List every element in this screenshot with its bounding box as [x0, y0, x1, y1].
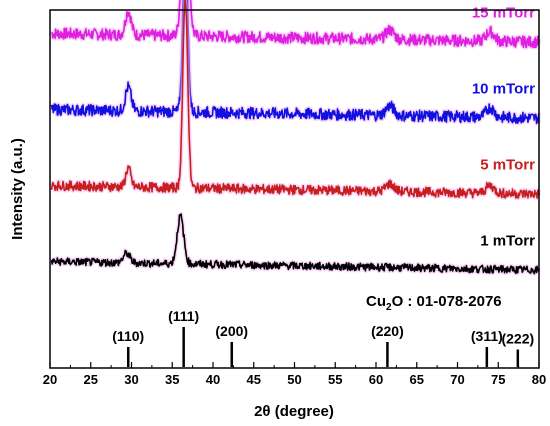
trace-line [50, 0, 540, 49]
hkl-label: (311) [471, 328, 503, 344]
x-tick-label: 65 [410, 372, 424, 387]
x-axis-ticks: 20 25 30 35 40 45 50 55 60 65 70 75 80 [43, 362, 546, 387]
reference-pattern: (110) (111) (200) (220) (311)(222) [112, 308, 534, 367]
y-axis-label: Intensity (a.u.) [9, 138, 26, 240]
hkl-label: (220) [371, 323, 404, 339]
series-label: 15 mTorr [472, 5, 535, 22]
hkl-label: (200) [215, 323, 248, 339]
x-tick-label: 50 [287, 372, 301, 387]
trace-line [50, 213, 540, 275]
xrd-traces: 15 mTorr 10 mTorr 5 mTorr 1 mTorr [49, 0, 542, 276]
series-label: 5 mTorr [480, 157, 535, 174]
x-tick-label: 35 [165, 372, 179, 387]
x-tick-label: 70 [450, 372, 464, 387]
x-tick-label: 40 [206, 372, 220, 387]
hkl-label: (110) [112, 328, 144, 344]
x-tick-label: 45 [247, 372, 261, 387]
hkl-label: (222) [501, 331, 534, 347]
reference-card-label: Cu2O : 01-078-2076 [366, 293, 502, 313]
trace-line [50, 0, 540, 199]
x-tick-label: 25 [84, 372, 98, 387]
x-tick-label: 75 [491, 372, 505, 387]
hkl-label: (111) [168, 308, 199, 324]
series-label: 1 mTorr [480, 233, 535, 250]
x-tick-label: 20 [43, 372, 57, 387]
x-tick-label: 30 [124, 372, 138, 387]
series-label: 10 mTorr [472, 81, 535, 98]
x-tick-label: 60 [369, 372, 383, 387]
x-tick-label: 55 [328, 372, 342, 387]
x-tick-label: 80 [532, 372, 546, 387]
x-axis-label: 2θ (degree) [254, 403, 334, 420]
trace-line [50, 0, 540, 125]
